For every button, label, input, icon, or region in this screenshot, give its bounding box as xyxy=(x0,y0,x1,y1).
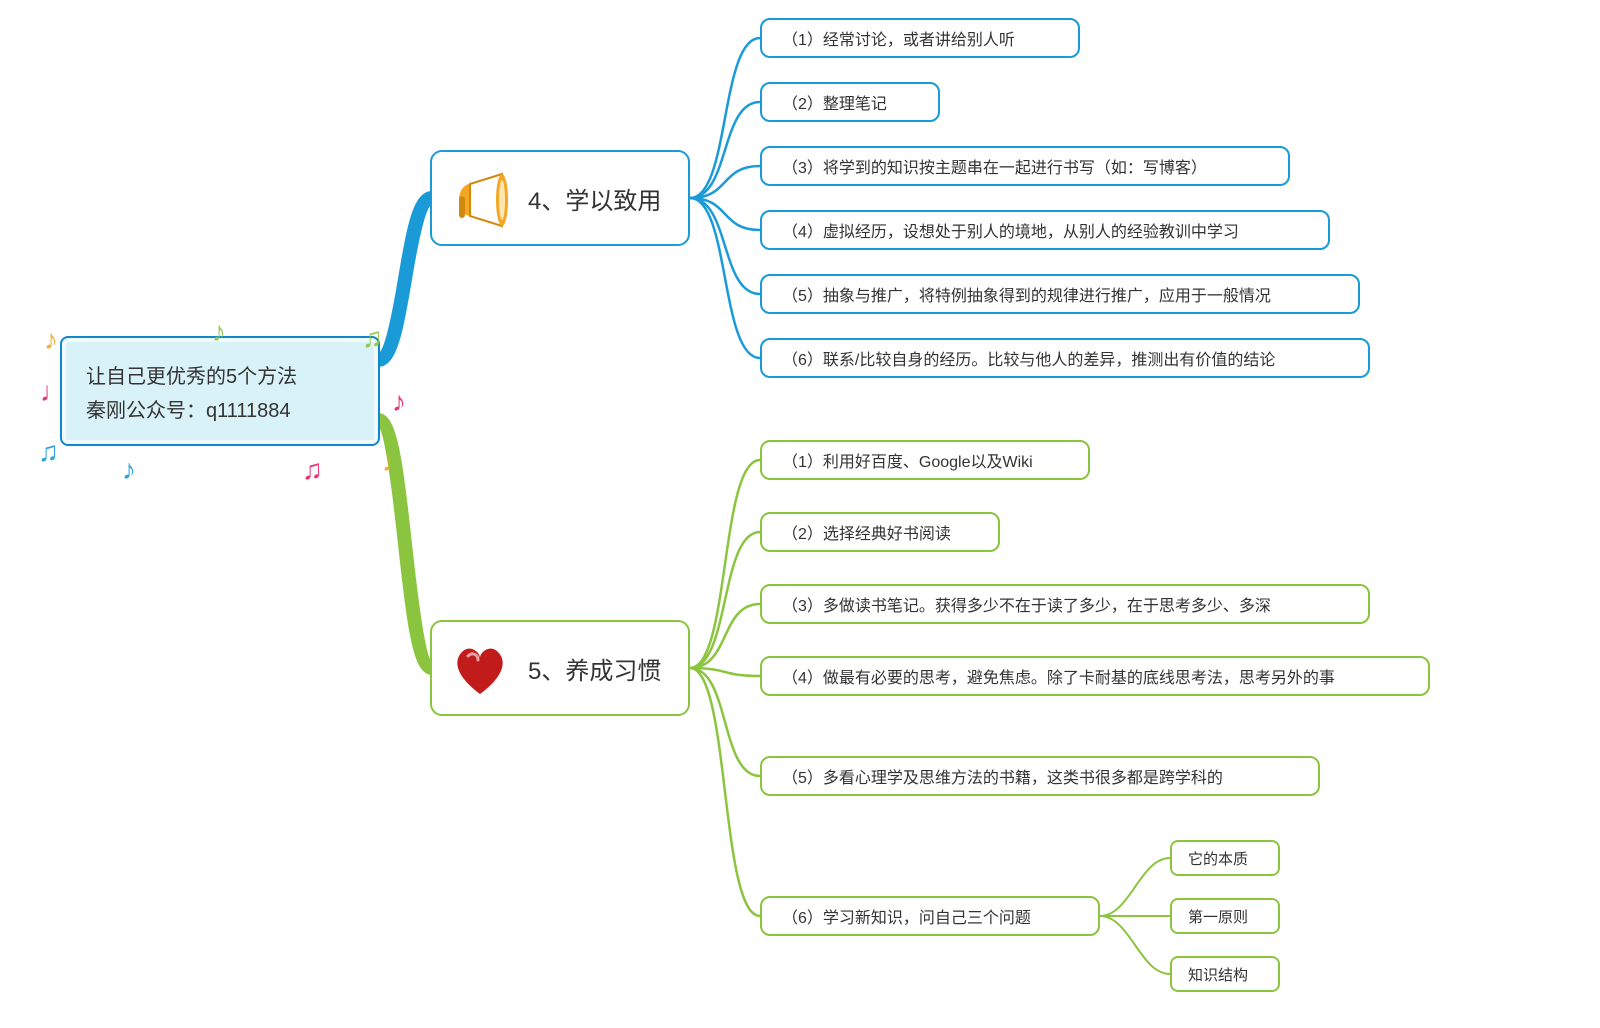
heart-icon xyxy=(448,636,512,700)
branch-node-b5: 5、养成习惯 xyxy=(430,620,690,716)
sub-label: 知识结构 xyxy=(1188,964,1248,985)
sub-node: 第一原则 xyxy=(1170,898,1280,934)
music-note-icon: ♫ xyxy=(38,428,59,476)
music-note-icon: ♫ xyxy=(302,446,323,494)
leaf-node: （6）联系/比较自身的经历。比较与他人的差异，推测出有价值的结论 xyxy=(760,338,1370,378)
leaf-label: （5）多看心理学及思维方法的书籍，这类书很多都是跨学科的 xyxy=(782,764,1223,788)
leaf-label: （4）虚拟经历，设想处于别人的境地，从别人的经验教训中学习 xyxy=(782,218,1239,242)
sub-label: 它的本质 xyxy=(1188,848,1248,869)
root-line1: 让自己更优秀的5个方法 xyxy=(86,360,354,394)
leaf-node: （4）虚拟经历，设想处于别人的境地，从别人的经验教训中学习 xyxy=(760,210,1330,250)
sub-node: 它的本质 xyxy=(1170,840,1280,876)
megaphone-icon xyxy=(448,166,512,230)
music-note-icon: ♪ xyxy=(212,308,226,356)
branch-label: 4、学以致用 xyxy=(528,181,661,216)
leaf-label: （6）学习新知识，问自己三个问题 xyxy=(782,904,1031,928)
music-note-icon: ♫ xyxy=(362,314,383,362)
mindmap-stage: 让自己更优秀的5个方法秦刚公众号：q1111884♪♫♪♫♪♩♩♪♫4、学以致用… xyxy=(0,0,1600,1028)
music-note-icon: ♩ xyxy=(382,438,410,486)
leaf-node: （1）经常讨论，或者讲给别人听 xyxy=(760,18,1080,58)
leaf-label: （6）联系/比较自身的经历。比较与他人的差异，推测出有价值的结论 xyxy=(782,346,1275,370)
leaf-node: （6）学习新知识，问自己三个问题 xyxy=(760,896,1100,936)
leaf-label: （3）将学到的知识按主题串在一起进行书写（如：写博客） xyxy=(782,154,1207,178)
branch-label: 5、养成习惯 xyxy=(528,651,661,686)
leaf-label: （1）经常讨论，或者讲给别人听 xyxy=(782,26,1015,50)
leaf-node: （4）做最有必要的思考，避免焦虑。除了卡耐基的底线思考法，思考另外的事 xyxy=(760,656,1430,696)
leaf-label: （5）抽象与推广，将特例抽象得到的规律进行推广，应用于一般情况 xyxy=(782,282,1271,306)
leaf-label: （2）选择经典好书阅读 xyxy=(782,520,951,544)
root-node: 让自己更优秀的5个方法秦刚公众号：q1111884♪♫♪♫♪♩♩♪♫ xyxy=(60,336,380,446)
leaf-label: （2）整理笔记 xyxy=(782,90,887,114)
music-note-icon: ♪ xyxy=(44,316,58,364)
sub-label: 第一原则 xyxy=(1188,906,1248,927)
leaf-node: （3）多做读书笔记。获得多少不在于读了多少，在于思考多少、多深 xyxy=(760,584,1370,624)
leaf-label: （3）多做读书笔记。获得多少不在于读了多少，在于思考多少、多深 xyxy=(782,592,1271,616)
leaf-node: （2）整理笔记 xyxy=(760,82,940,122)
leaf-node: （3）将学到的知识按主题串在一起进行书写（如：写博客） xyxy=(760,146,1290,186)
music-note-icon: ♪ xyxy=(392,378,406,426)
sub-node: 知识结构 xyxy=(1170,956,1280,992)
leaf-node: （5）多看心理学及思维方法的书籍，这类书很多都是跨学科的 xyxy=(760,756,1320,796)
root-line2: 秦刚公众号：q1111884 xyxy=(86,394,354,428)
leaf-node: （2）选择经典好书阅读 xyxy=(760,512,1000,552)
music-note-icon: ♪ xyxy=(122,446,136,494)
music-note-icon: ♩ xyxy=(40,368,68,416)
leaf-label: （4）做最有必要的思考，避免焦虑。除了卡耐基的底线思考法，思考另外的事 xyxy=(782,664,1335,688)
leaf-node: （5）抽象与推广，将特例抽象得到的规律进行推广，应用于一般情况 xyxy=(760,274,1360,314)
leaf-node: （1）利用好百度、Google以及Wiki xyxy=(760,440,1090,480)
leaf-label: （1）利用好百度、Google以及Wiki xyxy=(782,448,1033,472)
branch-node-b4: 4、学以致用 xyxy=(430,150,690,246)
